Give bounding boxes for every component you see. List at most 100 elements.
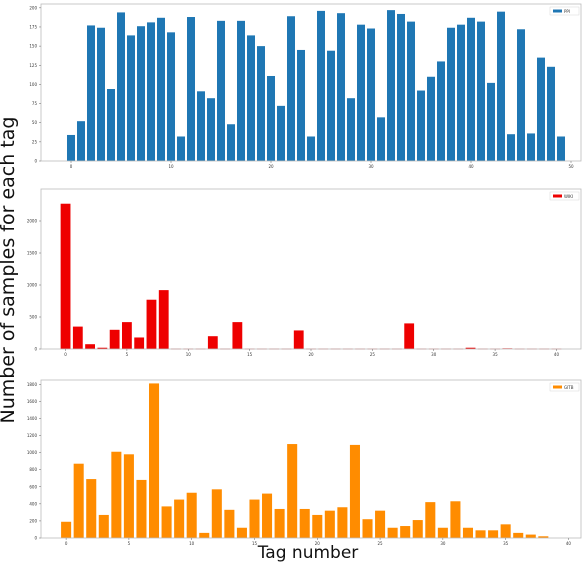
gitb-x-tick-label: 20 xyxy=(315,541,321,546)
gitb-legend xyxy=(549,382,580,392)
gitb-bar xyxy=(299,508,310,538)
gitb-bar xyxy=(174,499,185,538)
gitb-x-tick-label: 30 xyxy=(440,541,446,546)
gitb-bar xyxy=(312,514,323,538)
ppi-bar xyxy=(457,24,465,162)
ppi-legend-swatch xyxy=(553,9,562,13)
wiki-y-tick-label: 1500 xyxy=(27,251,38,256)
wiki-x-tick-label: 5 xyxy=(126,352,129,357)
ppi-bar xyxy=(337,13,345,161)
ppi-x-tick-label: 10 xyxy=(168,164,174,169)
wiki-x-tick-label: 15 xyxy=(247,352,253,357)
ppi-bar xyxy=(307,136,315,161)
ppi-bar xyxy=(547,66,555,161)
gitb-x-tick-label: 15 xyxy=(252,541,258,546)
ppi-legend-label: PPI xyxy=(564,9,570,14)
ppi-x-tick-label: 50 xyxy=(568,164,574,169)
wiki-x-tick-label: 10 xyxy=(186,352,192,357)
ppi-bar xyxy=(387,10,395,161)
wiki-bar xyxy=(465,347,476,349)
gitb-legend-swatch xyxy=(553,385,562,389)
ppi-legend xyxy=(549,6,580,16)
gitb-bar xyxy=(362,519,373,538)
ppi-bar xyxy=(167,32,175,162)
figure-x-label: Tag number xyxy=(257,543,359,563)
wiki-legend-swatch xyxy=(553,194,562,198)
gitb-bar xyxy=(475,530,486,538)
ppi-bar xyxy=(397,13,405,161)
ppi-y-tick-label: 175 xyxy=(29,24,37,29)
gitb-bar xyxy=(149,383,160,538)
gitb-bar xyxy=(287,444,298,538)
gitb-bar xyxy=(324,510,335,538)
ppi-bar xyxy=(467,17,475,161)
gitb-y-tick-label: 1200 xyxy=(27,433,38,438)
ppi-bar xyxy=(347,98,355,161)
ppi-axes-frame xyxy=(40,3,582,162)
gitb-bar xyxy=(425,502,436,538)
ppi-bar xyxy=(267,75,275,161)
ppi-bar xyxy=(537,57,545,161)
wiki-x-tick-label: 40 xyxy=(554,352,560,357)
gitb-y-tick-label: 800 xyxy=(29,467,37,472)
ppi-y-tick-label: 75 xyxy=(32,101,38,106)
gitb-y-tick-label: 1600 xyxy=(27,399,38,404)
gitb-bar xyxy=(86,479,97,538)
gitb-y-tick-label: 1400 xyxy=(27,416,38,421)
ppi-bar xyxy=(227,124,235,161)
ppi-bar xyxy=(277,105,285,161)
gitb-chart: 0 5 10 15 20 25 30 35 40020040060080010001200140… xyxy=(27,379,582,546)
wiki-bar xyxy=(232,322,243,349)
ppi-bar xyxy=(367,28,375,162)
gitb-bar xyxy=(375,510,386,538)
ppi-bar xyxy=(557,136,565,161)
ppi-bar xyxy=(327,50,335,161)
wiki-bar xyxy=(134,337,145,349)
gitb-bar xyxy=(111,451,122,538)
ppi-y-tick-label: 100 xyxy=(29,82,37,87)
gitb-bar xyxy=(249,499,260,538)
ppi-bar xyxy=(237,20,245,161)
wiki-bar xyxy=(158,290,169,349)
ppi-x-tick-label: 40 xyxy=(468,164,474,169)
ppi-bar xyxy=(107,89,115,161)
gitb-x-tick-label: 0 xyxy=(65,541,68,546)
ppi-bar xyxy=(147,22,155,161)
ppi-bar xyxy=(87,25,95,161)
gitb-bar xyxy=(337,507,348,538)
ppi-bar xyxy=(417,90,425,161)
ppi-chart: 0 10 20 30 40 50 0 25 50 75 100 125 150 175 200 PPI xyxy=(29,3,582,169)
ppi-bar xyxy=(287,16,295,161)
gitb-x-tick-label: 25 xyxy=(378,541,384,546)
gitb-y-tick-label: 400 xyxy=(29,501,37,506)
ppi-bar xyxy=(527,133,535,161)
wiki-legend xyxy=(549,191,580,201)
gitb-y-tick-label: 0 xyxy=(34,536,37,541)
gitb-bar xyxy=(437,527,448,538)
ppi-bar xyxy=(297,49,305,162)
wiki-y-tick-label: 500 xyxy=(29,315,37,320)
wiki-x-tick-label: 0 xyxy=(64,352,67,357)
ppi-bar xyxy=(217,20,225,161)
ppi-bar xyxy=(487,82,495,161)
gitb-bar xyxy=(412,520,423,538)
gitb-bar xyxy=(387,527,398,538)
ppi-bar xyxy=(437,61,445,161)
ppi-bar xyxy=(447,27,455,161)
wiki-y-tick-label: 0 xyxy=(34,347,37,352)
ppi-bar xyxy=(257,46,265,162)
gitb-x-tick-label: 40 xyxy=(566,541,572,546)
wiki-bar xyxy=(122,322,132,349)
gitb-bar xyxy=(513,532,524,538)
wiki-bar xyxy=(97,347,108,349)
ppi-bar xyxy=(67,134,75,161)
ppi-bar xyxy=(507,134,515,161)
ppi-bar xyxy=(357,24,365,162)
gitb-y-tick-label: 600 xyxy=(29,484,37,489)
ppi-bar xyxy=(517,29,525,161)
ppi-x-tick-label: 0 xyxy=(70,164,73,169)
ppi-bar xyxy=(407,21,415,161)
wiki-chart: 0 5 10 15 20 25 30 35 40 0 500 1000 1500 2000 WIKI xyxy=(27,188,582,357)
gitb-bar xyxy=(61,521,72,538)
